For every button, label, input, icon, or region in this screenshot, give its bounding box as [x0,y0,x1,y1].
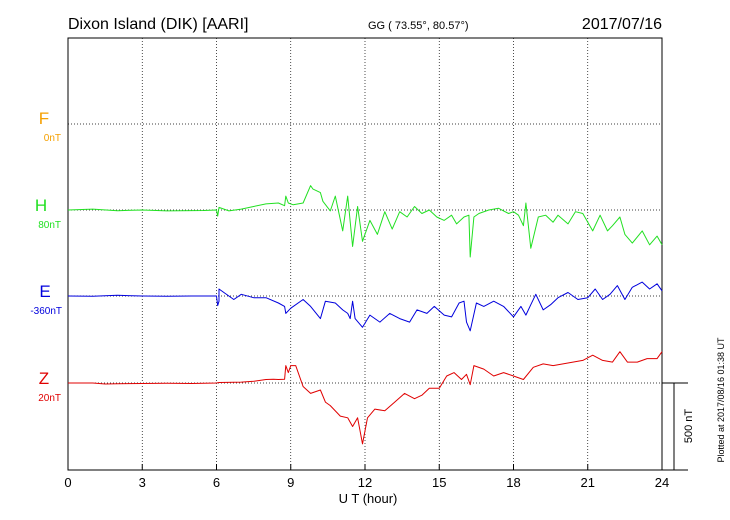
date-label: 2017/07/16 [582,16,662,33]
x-tick-label: 0 [64,475,71,490]
x-axis-label: U T (hour) [339,491,398,506]
x-tick-label: 18 [506,475,520,490]
series-Z-line [68,351,663,445]
station-title: Dixon Island (DIK) [AARI] [68,16,249,33]
component-Z-baseline: 20nT [38,393,61,404]
plotted-timestamp: Plotted at 2017/08/16 01:38 UT [716,337,726,463]
component-E-baseline: -360nT [30,306,62,317]
scale-bar: 500 nT [662,382,695,471]
component-Z-name: Z [39,369,49,388]
component-H-baseline: 80nT [38,220,61,231]
component-H-name: H [35,196,47,215]
x-tick-label: 12 [358,475,372,490]
x-tick-label: 9 [287,475,294,490]
series-group [67,185,663,445]
x-tick-label: 15 [432,475,446,490]
component-F-baseline: 0nT [44,133,61,144]
x-tick-label: 3 [139,475,146,490]
component-H-label: H 80nT [35,196,61,231]
component-F-label: F 0nT [39,109,61,144]
series-E-line [67,281,663,332]
x-tick-labels: 0 3 6 9 12 15 18 21 24 [64,464,669,490]
component-E-label: E -360nT [30,282,62,317]
scale-bar-label: 500 nT [683,409,695,444]
plot-grid [68,38,662,470]
component-Z-label: Z 20nT [38,369,61,404]
x-tick-label: 6 [213,475,220,490]
coordinates-label: GG ( 73.55°, 80.57°) [368,20,469,32]
component-E-name: E [39,282,50,301]
x-tick-label: 24 [655,475,669,490]
x-tick-label: 21 [581,475,595,490]
component-F-name: F [39,109,49,128]
series-H-line [67,185,663,258]
